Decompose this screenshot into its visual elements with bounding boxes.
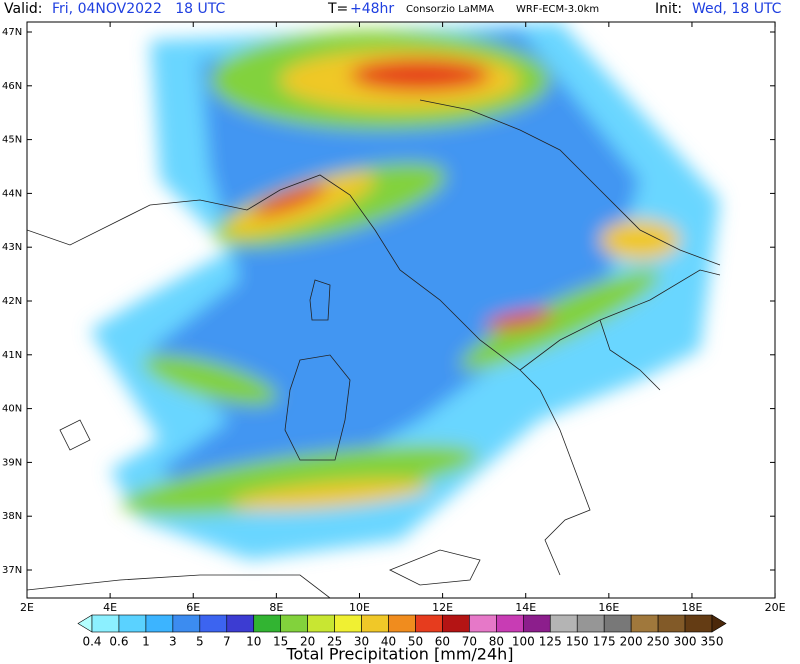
colorbar-label: 25 bbox=[327, 635, 342, 649]
colorbar-label: 50 bbox=[408, 635, 423, 649]
colorbar-bin bbox=[226, 614, 255, 633]
lon-label: 6E bbox=[186, 601, 200, 614]
colorbar-label: 10 bbox=[246, 635, 261, 649]
colorbar-label: 7 bbox=[223, 635, 231, 649]
colorbar-bin bbox=[280, 614, 308, 633]
colorbar-low-end bbox=[77, 614, 93, 633]
colorbar-label: 20 bbox=[300, 635, 315, 649]
lon-label: 14E bbox=[515, 601, 536, 614]
colorbar-bin bbox=[442, 614, 470, 633]
colorbar-bin bbox=[334, 614, 362, 633]
forecast-step: +48hr bbox=[350, 1, 394, 17]
colorbar-bin bbox=[630, 614, 659, 633]
colorbar-bin bbox=[172, 614, 201, 633]
lon-label: 8E bbox=[269, 601, 283, 614]
lat-label: 46N bbox=[2, 81, 22, 92]
colorbar-bin bbox=[91, 614, 120, 633]
lat-label: 38N bbox=[2, 511, 22, 522]
lat-label: 42N bbox=[2, 296, 22, 307]
colorbar-label: 175 bbox=[593, 635, 616, 649]
colorbar-label: 40 bbox=[381, 635, 396, 649]
colorbar-bin bbox=[307, 614, 335, 633]
forecast-label: T= bbox=[327, 1, 348, 17]
colorbar-bin bbox=[657, 614, 686, 633]
colorbar-bin bbox=[523, 614, 551, 633]
init-time: Wed, 18 UTC bbox=[692, 1, 782, 17]
colorbar-label: 30 bbox=[354, 635, 369, 649]
lat-label: 43N bbox=[2, 242, 22, 253]
lat-label: 40N bbox=[2, 404, 22, 415]
lat-label: 45N bbox=[2, 135, 22, 146]
lon-label: 10E bbox=[349, 601, 370, 614]
map-frame bbox=[26, 21, 776, 599]
lat-label: 41N bbox=[2, 350, 22, 361]
coastlines bbox=[27, 99, 721, 598]
colorbar-label: 3 bbox=[169, 635, 177, 649]
lon-label: 12E bbox=[432, 601, 453, 614]
valid-time: Fri, 04NOV2022 18 UTC bbox=[52, 1, 225, 17]
lat-label: 47N bbox=[2, 27, 22, 38]
colorbar-label: 15 bbox=[273, 635, 288, 649]
colorbar-label: 300 bbox=[674, 635, 697, 649]
colorbar-label: 250 bbox=[647, 635, 670, 649]
colorbar-label: 80 bbox=[489, 635, 504, 649]
colorbar-bin bbox=[576, 614, 605, 633]
model: WRF-ECM-3.0km bbox=[516, 4, 599, 15]
lon-label: 18E bbox=[681, 601, 702, 614]
colorbar-label: 60 bbox=[435, 635, 450, 649]
colorbar-bin bbox=[118, 614, 147, 633]
colorbar-label: 125 bbox=[539, 635, 562, 649]
colorbar-label: 5 bbox=[196, 635, 204, 649]
colorbar-title: Total Precipitation [mm/24h] bbox=[285, 645, 513, 664]
colorbar-label: 200 bbox=[620, 635, 643, 649]
colorbar-bin bbox=[253, 614, 281, 633]
colorbar-label: 350 bbox=[701, 635, 724, 649]
colorbar-high-end bbox=[711, 614, 727, 633]
producer: Consorzio LaMMA bbox=[406, 4, 494, 15]
lon-label: 20E bbox=[765, 601, 786, 614]
colorbar-bin bbox=[496, 614, 524, 633]
lat-label: 37N bbox=[2, 565, 22, 576]
colorbar-bin bbox=[145, 614, 174, 633]
colorbar-label: 100 bbox=[512, 635, 535, 649]
valid-label: Valid: bbox=[4, 1, 42, 17]
colorbar-label: 0.4 bbox=[82, 635, 101, 649]
colorbar-label: 70 bbox=[462, 635, 477, 649]
colorbar-bin bbox=[415, 614, 443, 633]
colorbar-label: 1 bbox=[142, 635, 150, 649]
lon-label: 2E bbox=[20, 601, 34, 614]
lat-label: 44N bbox=[2, 188, 22, 199]
colorbar-bin bbox=[361, 614, 389, 633]
colorbar-bin bbox=[684, 614, 713, 633]
precipitation-field bbox=[90, 22, 720, 560]
colorbar-bin bbox=[549, 614, 578, 633]
colorbar-bin bbox=[388, 614, 416, 633]
lon-label: 4E bbox=[103, 601, 117, 614]
lat-label: 39N bbox=[2, 457, 22, 468]
lon-label: 16E bbox=[598, 601, 619, 614]
colorbar-bin bbox=[469, 614, 497, 633]
colorbar-label: 150 bbox=[566, 635, 589, 649]
colorbar-label: 0.6 bbox=[109, 635, 128, 649]
colorbar-bin bbox=[603, 614, 632, 633]
colorbar-bin bbox=[199, 614, 228, 633]
init-label: Init: bbox=[655, 1, 682, 17]
